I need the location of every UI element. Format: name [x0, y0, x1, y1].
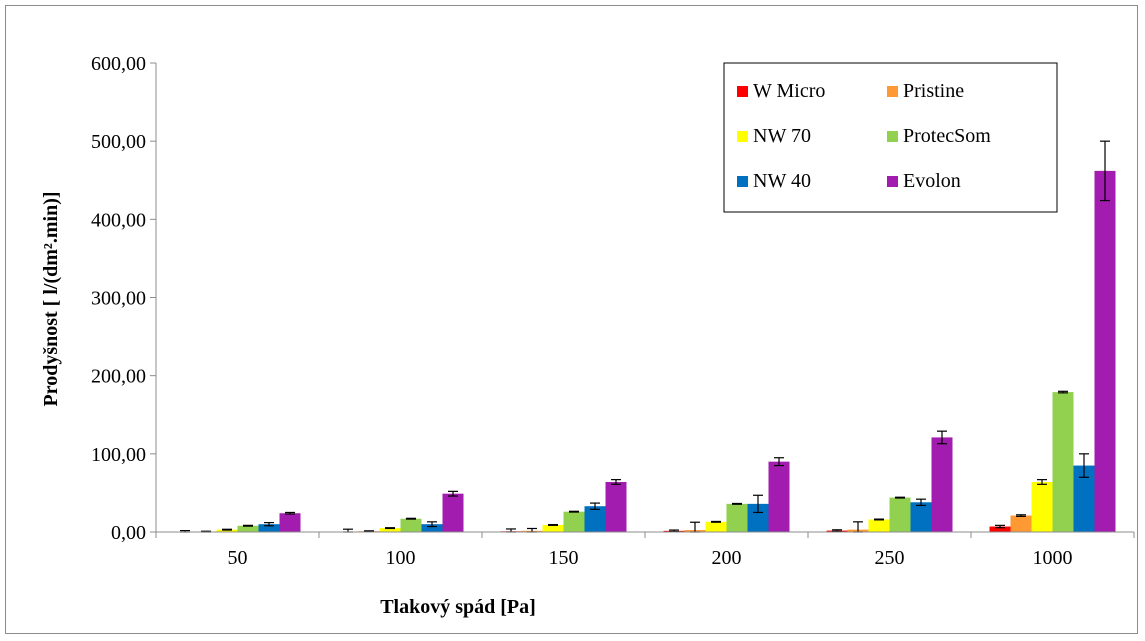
- x-tick-label: 1000: [1033, 547, 1073, 569]
- bar-nw-40: [747, 503, 769, 532]
- x-tick-label: 250: [875, 547, 905, 569]
- bar-protecsom: [400, 518, 422, 532]
- bar-protecsom: [726, 503, 748, 532]
- bar-pristine: [1010, 515, 1032, 532]
- bar-nw-40: [1073, 465, 1095, 532]
- chart-frame: 0,00 100,00 200,00 300,00 400,00 500,00 600,00…: [5, 5, 1138, 634]
- y-axis-ticks: 0,00 100,00 200,00 300,00 400,00 500,00 600,00: [91, 53, 156, 544]
- legend-swatch: [737, 176, 748, 187]
- bar-nw-70: [542, 524, 564, 532]
- legend-swatch: [737, 131, 748, 142]
- bar-nw-70: [705, 521, 727, 532]
- legend-label: NW 40: [753, 170, 811, 192]
- bar-nw-40: [910, 502, 932, 532]
- legend-label: Pristine: [903, 80, 964, 102]
- x-tick-label: 200: [712, 547, 742, 569]
- y-tick-label: 600,00: [91, 53, 146, 75]
- y-tick-label: 400,00: [91, 209, 146, 231]
- bars: [174, 140, 1116, 533]
- x-tick-label: 50: [228, 547, 248, 569]
- bar-nw-40: [421, 524, 443, 532]
- legend-label: ProtecSom: [903, 125, 991, 147]
- x-tick-label: 150: [549, 547, 579, 569]
- legend: W Micro Pristine NW 70 ProtecSom NW 40 Evolon: [723, 62, 1058, 213]
- legend-swatch: [887, 86, 898, 97]
- y-tick-label: 200,00: [91, 366, 146, 388]
- bar-nw-40: [584, 506, 606, 532]
- bar-evolon: [1094, 170, 1116, 532]
- legend-label: W Micro: [753, 80, 825, 102]
- legend-label: Evolon: [903, 170, 961, 192]
- bar-nw-70: [216, 529, 238, 532]
- bar-evolon: [605, 481, 627, 532]
- y-tick-label: 300,00: [91, 288, 146, 310]
- y-axis-title: Prodyšnost [ l/(dm².min)]: [40, 191, 62, 406]
- bar-protecsom: [1052, 392, 1074, 532]
- bar-protecsom: [237, 525, 259, 532]
- legend-swatch: [887, 176, 898, 187]
- legend-label: NW 70: [753, 125, 811, 147]
- bar-evolon: [768, 461, 790, 532]
- bar-evolon: [931, 437, 953, 532]
- bar-nw-70: [379, 528, 401, 532]
- legend-swatch: [737, 86, 748, 97]
- bar-nw-40: [258, 524, 280, 532]
- x-axis-ticks: 50 100 150 200 250 1000: [155, 532, 1135, 569]
- y-tick-label: 0,00: [111, 522, 146, 544]
- bar-nw-70: [1031, 481, 1053, 532]
- legend-swatch: [887, 131, 898, 142]
- y-tick-label: 500,00: [91, 131, 146, 153]
- x-tick-label: 100: [386, 547, 416, 569]
- bar-evolon: [279, 513, 301, 532]
- x-axis-title: Tlakový spád [Pa]: [380, 596, 536, 618]
- bar-nw-70: [868, 519, 890, 532]
- bar-chart: 0,00 100,00 200,00 300,00 400,00 500,00 600,00…: [40, 53, 1135, 618]
- bar-protecsom: [563, 511, 585, 532]
- y-tick-label: 100,00: [91, 444, 146, 466]
- bar-protecsom: [889, 497, 911, 532]
- bar-w-micro: [989, 526, 1011, 532]
- bar-evolon: [442, 493, 464, 532]
